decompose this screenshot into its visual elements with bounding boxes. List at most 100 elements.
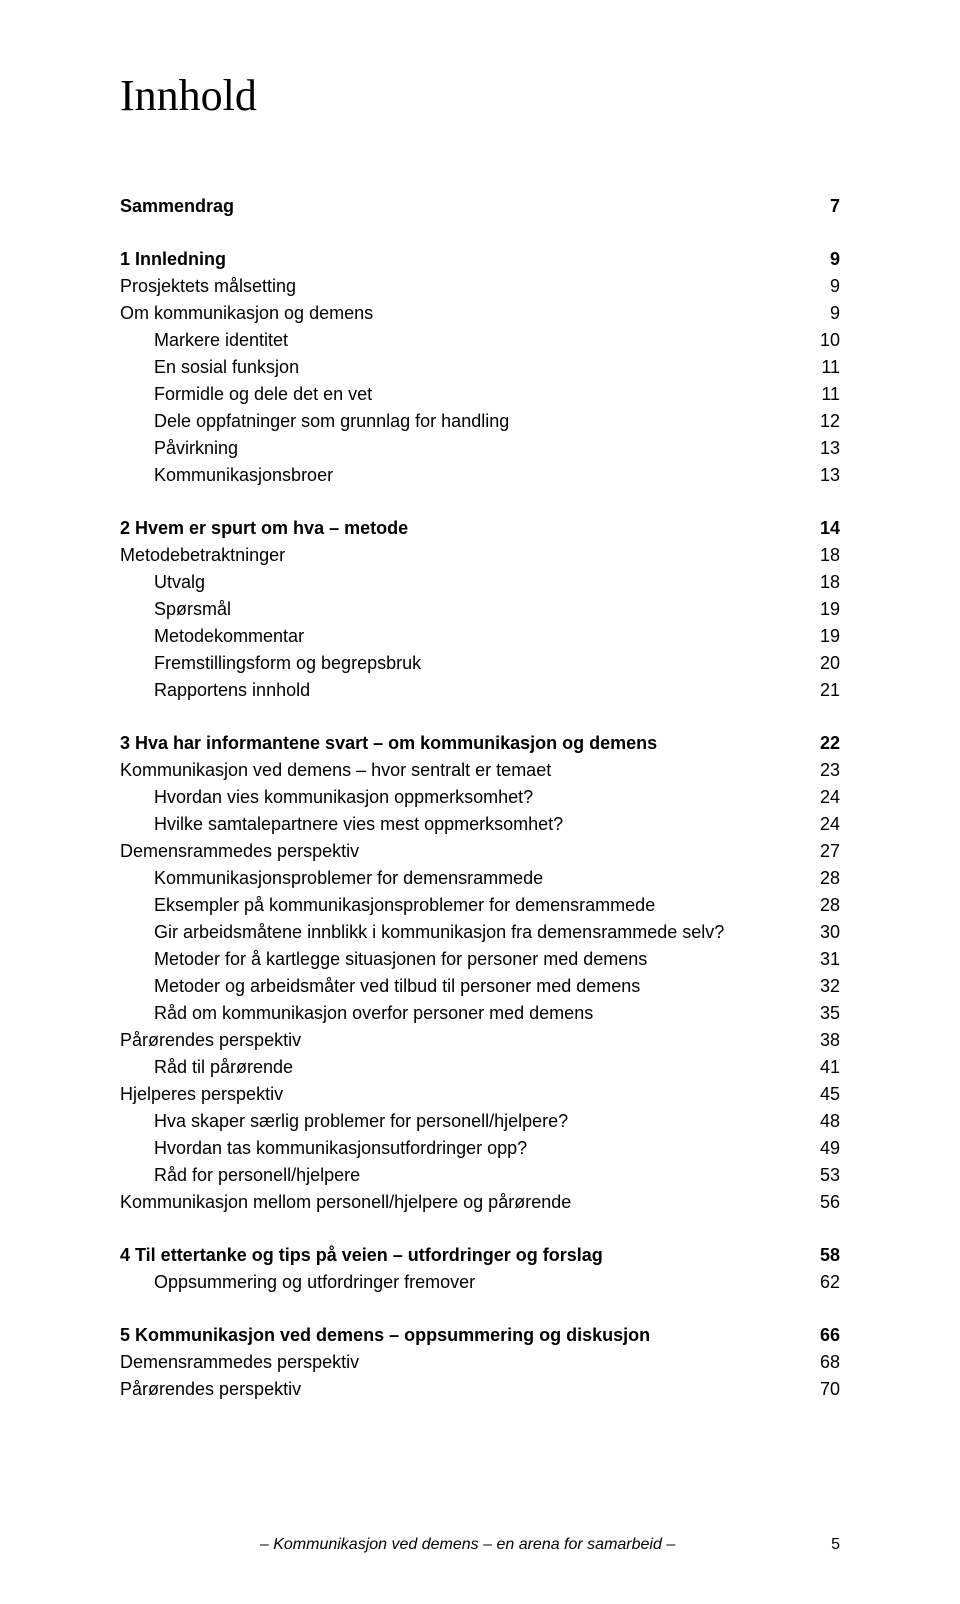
- toc-label: Hvordan tas kommunikasjonsutfordringer o…: [154, 1135, 527, 1162]
- toc-page-number: 31: [812, 946, 840, 973]
- toc-gap: [120, 1216, 840, 1242]
- toc-row: Sammendrag 7: [120, 193, 840, 220]
- footer-page-number: 5: [831, 1536, 840, 1554]
- toc-row: Metoder for å kartlegge situasjonen for …: [120, 946, 840, 973]
- toc-label: Hvordan vies kommunikasjon oppmerksomhet…: [154, 784, 533, 811]
- toc-label: Prosjektets målsetting: [120, 273, 296, 300]
- toc-page-number: 18: [812, 542, 840, 569]
- toc-row: Råd om kommunikasjon overfor personer me…: [120, 1000, 840, 1027]
- toc-label: Oppsummering og utfordringer fremover: [154, 1269, 475, 1296]
- toc-page-number: 66: [812, 1322, 840, 1349]
- toc-row: Hvordan tas kommunikasjonsutfordringer o…: [120, 1135, 840, 1162]
- page-title: Innhold: [120, 70, 840, 121]
- toc-row: Metodekommentar 19: [120, 623, 840, 650]
- toc-row: Om kommunikasjon og demens9: [120, 300, 840, 327]
- toc-label: Eksempler på kommunikasjonsproblemer for…: [154, 892, 655, 919]
- toc-gap: [120, 489, 840, 515]
- toc-row: Utvalg 18: [120, 569, 840, 596]
- toc-row: Råd til pårørende41: [120, 1054, 840, 1081]
- toc-label: Fremstillingsform og begrepsbruk: [154, 650, 421, 677]
- toc-row: Eksempler på kommunikasjonsproblemer for…: [120, 892, 840, 919]
- toc-page-number: 58: [812, 1242, 840, 1269]
- toc-label: Kommunikasjon mellom personell/hjelpere …: [120, 1189, 571, 1216]
- toc-row: Hjelperes perspektiv45: [120, 1081, 840, 1108]
- toc-page-number: 24: [812, 784, 840, 811]
- toc-label: Hvilke samtalepartnere vies mest oppmerk…: [154, 811, 563, 838]
- toc-label: Metodekommentar: [154, 623, 304, 650]
- page-footer: – Kommunikasjon ved demens – en arena fo…: [120, 1536, 840, 1554]
- toc-page-number: 20: [812, 650, 840, 677]
- toc-page-number: 24: [812, 811, 840, 838]
- table-of-contents: Sammendrag71 Innledning9Prosjektets måls…: [120, 193, 840, 1403]
- toc-row: 1 Innledning 9: [120, 246, 840, 273]
- toc-label: 5 Kommunikasjon ved demens – oppsummerin…: [120, 1322, 650, 1349]
- toc-label: Dele oppfatninger som grunnlag for handl…: [154, 408, 509, 435]
- toc-page-number: 48: [812, 1108, 840, 1135]
- toc-row: Hva skaper særlig problemer for personel…: [120, 1108, 840, 1135]
- toc-label: 3 Hva har informantene svart – om kommun…: [120, 730, 657, 757]
- toc-row: Demensrammedes perspektiv27: [120, 838, 840, 865]
- toc-row: Påvirkning 13: [120, 435, 840, 462]
- toc-page-number: 9: [812, 246, 840, 273]
- toc-row: 3 Hva har informantene svart – om kommun…: [120, 730, 840, 757]
- toc-label: Kommunikasjonsbroer: [154, 462, 333, 489]
- toc-row: Metoder og arbeidsmåter ved tilbud til p…: [120, 973, 840, 1000]
- toc-row: Markere identitet10: [120, 327, 840, 354]
- toc-page-number: 35: [812, 1000, 840, 1027]
- toc-row: Oppsummering og utfordringer fremover62: [120, 1269, 840, 1296]
- toc-row: Pårørendes perspektiv38: [120, 1027, 840, 1054]
- toc-page-number: 23: [812, 757, 840, 784]
- toc-row: Hvordan vies kommunikasjon oppmerksomhet…: [120, 784, 840, 811]
- toc-label: Råd om kommunikasjon overfor personer me…: [154, 1000, 593, 1027]
- toc-page-number: 13: [812, 435, 840, 462]
- toc-row: Rapportens innhold21: [120, 677, 840, 704]
- footer-text: – Kommunikasjon ved demens – en arena fo…: [120, 1536, 815, 1554]
- toc-gap: [120, 220, 840, 246]
- toc-label: Metoder og arbeidsmåter ved tilbud til p…: [154, 973, 640, 1000]
- toc-page-number: 38: [812, 1027, 840, 1054]
- toc-label: Demensrammedes perspektiv: [120, 838, 359, 865]
- toc-page-number: 14: [812, 515, 840, 542]
- toc-page-number: 70: [812, 1376, 840, 1403]
- toc-label: Utvalg: [154, 569, 205, 596]
- toc-row: Kommunikasjon ved demens – hvor sentralt…: [120, 757, 840, 784]
- toc-page-number: 22: [812, 730, 840, 757]
- toc-label: En sosial funksjon: [154, 354, 299, 381]
- toc-row: Pårørendes perspektiv70: [120, 1376, 840, 1403]
- toc-row: Spørsmål19: [120, 596, 840, 623]
- toc-row: Formidle og dele det en vet11: [120, 381, 840, 408]
- toc-label: Påvirkning: [154, 435, 238, 462]
- toc-row: Dele oppfatninger som grunnlag for handl…: [120, 408, 840, 435]
- toc-page-number: 28: [812, 892, 840, 919]
- toc-page-number: 9: [812, 273, 840, 300]
- toc-page-number: 53: [812, 1162, 840, 1189]
- toc-label: Kommunikasjonsproblemer for demensrammed…: [154, 865, 543, 892]
- toc-page-number: 19: [812, 596, 840, 623]
- toc-page-number: 11: [812, 381, 840, 408]
- toc-page-number: 19: [812, 623, 840, 650]
- toc-page-number: 28: [812, 865, 840, 892]
- toc-label: Gir arbeidsmåtene innblikk i kommunikasj…: [154, 919, 724, 946]
- toc-page-number: 7: [812, 193, 840, 220]
- toc-gap: [120, 1296, 840, 1322]
- toc-label: 4 Til ettertanke og tips på veien – utfo…: [120, 1242, 603, 1269]
- toc-page-number: 11: [812, 354, 840, 381]
- toc-row: Prosjektets målsetting 9: [120, 273, 840, 300]
- document-page: Innhold Sammendrag71 Innledning9Prosjekt…: [0, 0, 960, 1604]
- toc-row: Kommunikasjonsbroer13: [120, 462, 840, 489]
- toc-page-number: 12: [812, 408, 840, 435]
- toc-label: Sammendrag: [120, 193, 234, 220]
- toc-row: Hvilke samtalepartnere vies mest oppmerk…: [120, 811, 840, 838]
- toc-row: Gir arbeidsmåtene innblikk i kommunikasj…: [120, 919, 840, 946]
- toc-label: Råd til pårørende: [154, 1054, 293, 1081]
- toc-row: Kommunikasjon mellom personell/hjelpere …: [120, 1189, 840, 1216]
- toc-page-number: 18: [812, 569, 840, 596]
- toc-label: 2 Hvem er spurt om hva – metode: [120, 515, 408, 542]
- toc-page-number: 30: [812, 919, 840, 946]
- toc-row: Råd for personell/hjelpere53: [120, 1162, 840, 1189]
- toc-row: Demensrammedes perspektiv68: [120, 1349, 840, 1376]
- toc-label: Rapportens innhold: [154, 677, 310, 704]
- toc-row: 5 Kommunikasjon ved demens – oppsummerin…: [120, 1322, 840, 1349]
- toc-label: 1 Innledning: [120, 246, 226, 273]
- toc-row: Kommunikasjonsproblemer for demensrammed…: [120, 865, 840, 892]
